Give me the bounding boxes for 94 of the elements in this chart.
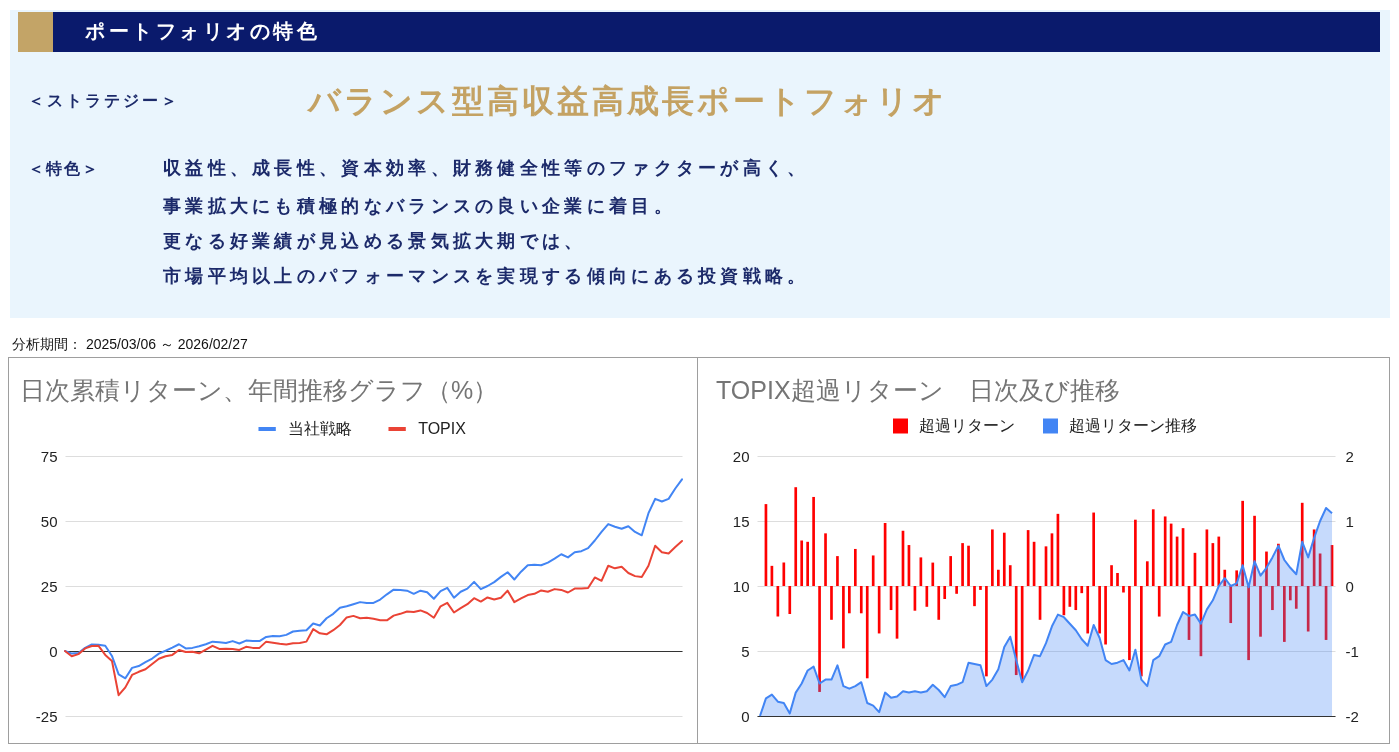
bar [1008, 565, 1012, 586]
bar [824, 533, 827, 586]
bar [1116, 573, 1119, 586]
y-tick-label: 0 [49, 642, 58, 660]
y-tick-label: 50 [40, 512, 58, 530]
bar [1294, 586, 1298, 609]
bar [782, 562, 786, 586]
text: ポートフォリオの特色 [85, 19, 320, 43]
bar [1288, 586, 1292, 601]
bar [871, 555, 875, 586]
bar [1074, 586, 1078, 611]
text: ＜特色＞ [28, 159, 100, 179]
bar [1306, 586, 1310, 632]
bar [1080, 586, 1084, 594]
bar [1151, 509, 1155, 586]
y2-tick-label: -2 [1345, 707, 1359, 725]
y2-tick-label: 2 [1345, 447, 1354, 465]
chart-title: 日次累積リターン、年間推移グラフ（%） [20, 376, 499, 404]
bar [830, 586, 833, 620]
bar [931, 562, 935, 586]
bar [853, 548, 857, 586]
bar [1300, 502, 1304, 586]
bar [1253, 515, 1256, 586]
bar [1128, 586, 1131, 661]
text: 更なる好業績が見込める景気拡大期では、 [163, 231, 587, 253]
y2-tick-label: 1 [1345, 512, 1354, 530]
bar [1104, 586, 1107, 645]
bar [949, 556, 952, 586]
bar [1271, 586, 1274, 611]
line-series [64, 540, 683, 697]
bar [1086, 586, 1090, 634]
text: 収益性、成長性、資本効率、財務健全性等のファクターが高く、 [163, 158, 810, 180]
y-tick-label: 0 [741, 707, 750, 725]
bar [1014, 586, 1018, 676]
bar [1247, 586, 1250, 661]
bar [1020, 586, 1024, 681]
bar [991, 529, 994, 586]
text: 市場平均以上のパフォーマンスを実現する傾向にある投資戦略。 [163, 266, 810, 288]
y-tick-label: 10 [732, 577, 750, 595]
text: 分析期間： 2025/03/06 ～ 2026/02/27 [12, 336, 248, 353]
y-tick-label: 20 [732, 447, 750, 465]
bar [1110, 565, 1113, 586]
bar [865, 586, 869, 679]
bar [788, 586, 792, 614]
text: バランス型高収益高成長ポートフォリオ [308, 82, 948, 121]
bar [818, 586, 821, 692]
bar [848, 586, 851, 614]
bar [967, 545, 970, 586]
y-tick-label: 15 [732, 512, 750, 530]
bar [836, 556, 839, 586]
bar [979, 586, 982, 590]
y2-tick-label: -1 [1345, 642, 1359, 660]
text: 事業拡大にも積極的なバランスの良い企業に着目。 [163, 196, 676, 218]
bar [925, 586, 929, 607]
bar [973, 586, 976, 607]
bar [1283, 586, 1286, 642]
bar [1259, 586, 1262, 637]
bar [1092, 512, 1096, 586]
bar [1241, 500, 1244, 586]
y-tick-label: -25 [35, 707, 58, 725]
bar [955, 586, 958, 594]
bar [937, 586, 941, 620]
y2-tick-label: 0 [1345, 577, 1354, 595]
bar [996, 569, 1000, 586]
y-tick-label: 5 [741, 642, 750, 660]
legend-label: 超過リターン推移 [1068, 417, 1197, 434]
line-series [64, 478, 683, 680]
bar [961, 543, 964, 586]
bar [800, 540, 804, 586]
bar [1140, 586, 1143, 677]
bar [1217, 536, 1221, 586]
bar [1157, 586, 1161, 617]
bar [1122, 586, 1125, 593]
bar [1068, 586, 1072, 607]
bar [1229, 586, 1233, 624]
legend-label: TOPIX [418, 420, 467, 437]
bar [1098, 586, 1101, 634]
chart-title: TOPIX超過リターン 日次及び推移 [716, 376, 1120, 404]
bar [812, 496, 815, 586]
bar [806, 541, 809, 586]
bar [943, 586, 947, 599]
y-tick-label: 25 [40, 577, 58, 595]
bar [859, 586, 863, 614]
bar [1163, 516, 1167, 586]
bar [842, 586, 845, 649]
legend-label: 超過リターン [918, 417, 1015, 434]
bar [1145, 561, 1149, 586]
y-tick-label: 75 [40, 447, 58, 465]
legend-label: 当社戦略 [288, 420, 353, 437]
bar [1002, 532, 1006, 586]
text: ＜ストラテジー＞ [28, 91, 180, 111]
bar [985, 586, 988, 677]
bar [794, 487, 798, 586]
bar [1134, 519, 1137, 586]
